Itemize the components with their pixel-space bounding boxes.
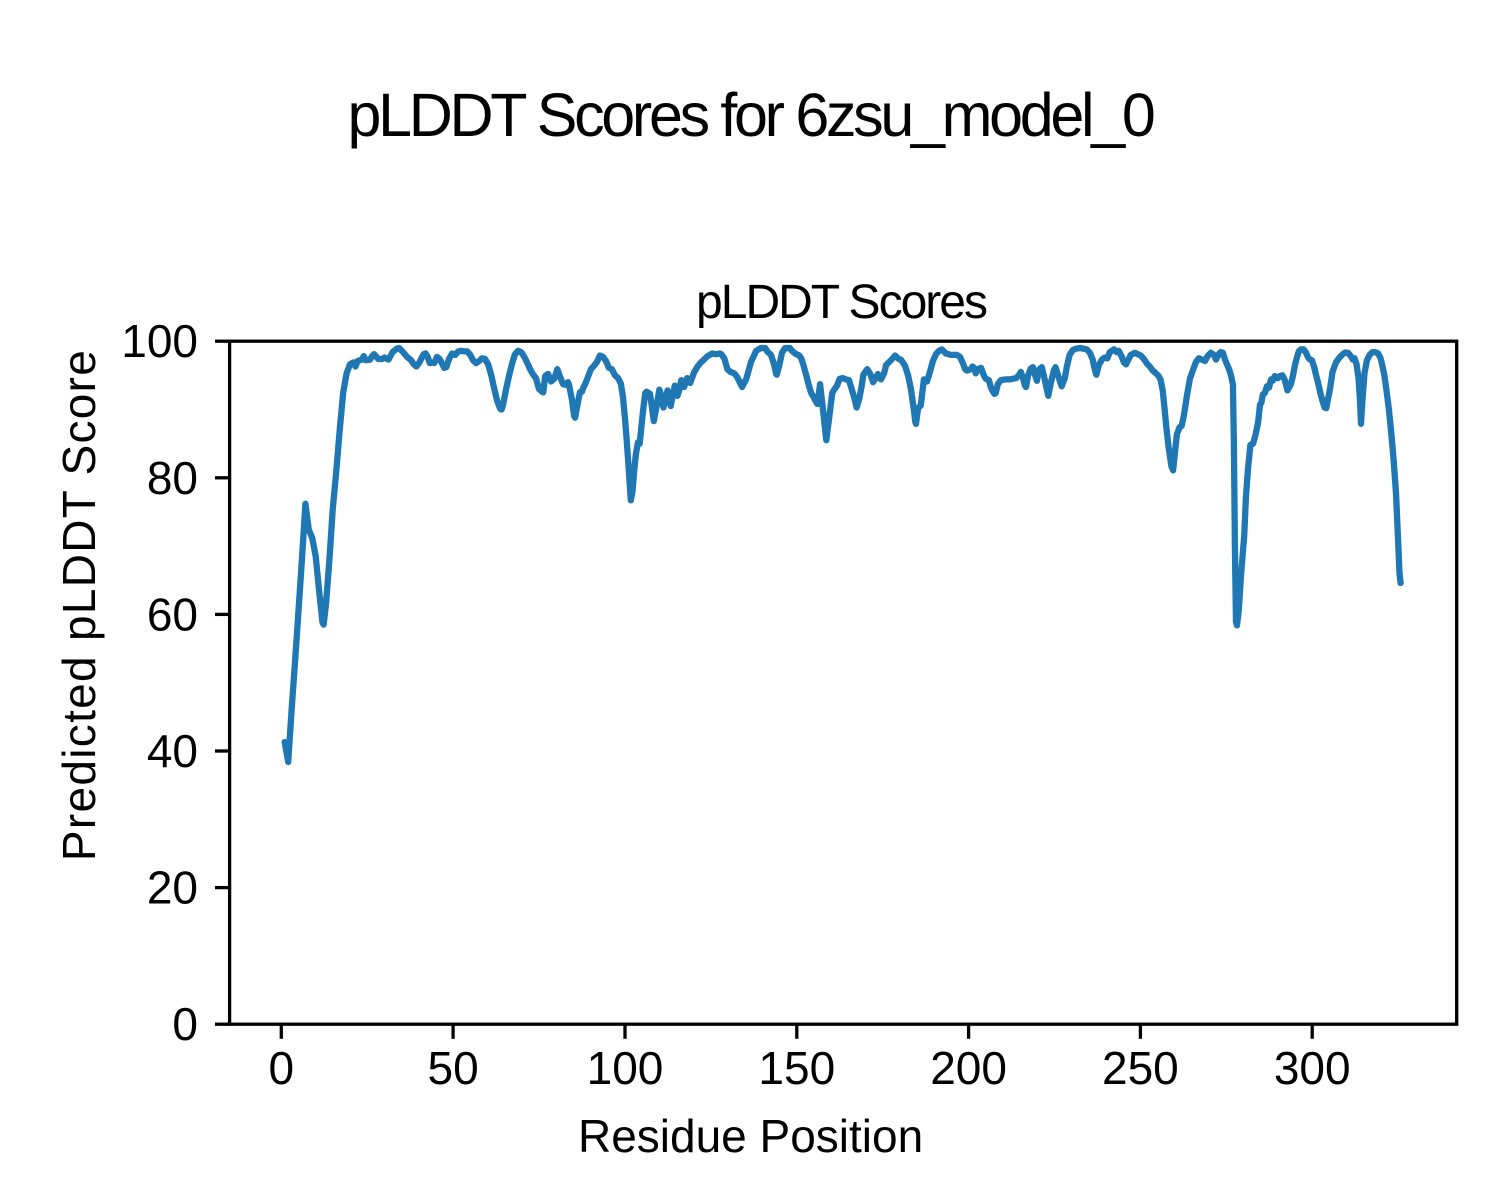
svg-text:0: 0 (269, 1042, 295, 1094)
svg-text:250: 250 (1102, 1042, 1179, 1094)
svg-text:50: 50 (428, 1042, 479, 1094)
svg-text:0: 0 (172, 998, 198, 1050)
svg-text:300: 300 (1274, 1042, 1351, 1094)
svg-text:100: 100 (121, 315, 198, 367)
svg-text:100: 100 (587, 1042, 664, 1094)
svg-text:40: 40 (147, 725, 198, 777)
svg-text:200: 200 (930, 1042, 1007, 1094)
svg-text:20: 20 (147, 862, 198, 914)
svg-text:pLDDT Scores: pLDDT Scores (696, 276, 987, 329)
svg-text:Residue Position: Residue Position (578, 1110, 923, 1162)
svg-text:pLDDT Scores for 6zsu_model_0: pLDDT Scores for 6zsu_model_0 (347, 81, 1153, 149)
svg-text:60: 60 (147, 588, 198, 640)
svg-text:80: 80 (147, 452, 198, 504)
svg-text:Predicted pLDDT Score: Predicted pLDDT Score (53, 349, 105, 861)
svg-text:150: 150 (758, 1042, 835, 1094)
